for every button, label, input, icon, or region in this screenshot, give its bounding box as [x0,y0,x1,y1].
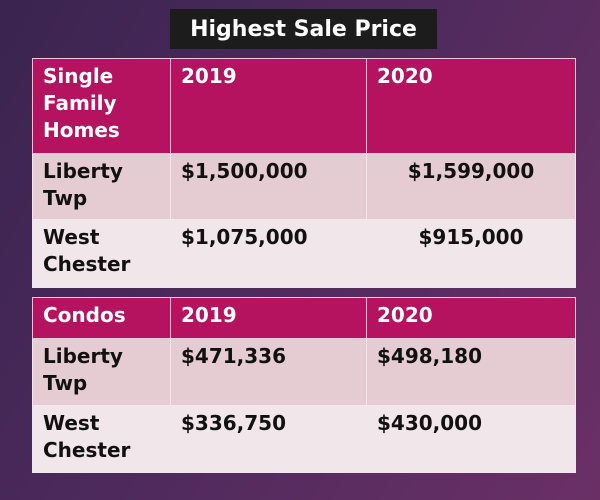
page-title: Highest Sale Price [170,9,437,49]
header-cell: 2019 [170,297,367,339]
area-cell: West Chester [32,219,171,288]
value-cell: $1,599,000 [366,153,576,220]
area-cell: Liberty Twp [32,153,171,220]
table-header-row: Condos 2019 2020 [32,297,576,339]
header-cell: Single Family Homes [32,58,171,154]
value-cell: $915,000 [366,219,576,288]
header-cell: Condos [32,297,171,339]
value-cell: $471,336 [170,338,367,406]
table-row: West Chester $336,750 $430,000 [32,405,576,473]
value-cell: $1,500,000 [170,153,367,220]
area-cell: Liberty Twp [32,338,171,406]
header-cell: 2020 [366,297,576,339]
table-row: Liberty Twp $471,336 $498,180 [32,338,576,406]
table-header-row: Single Family Homes 2019 2020 [32,58,576,154]
condos-table: Condos 2019 2020 Liberty Twp $471,336 $4… [32,297,576,473]
value-cell: $336,750 [170,405,367,473]
value-cell: $1,075,000 [170,219,367,288]
value-cell: $498,180 [366,338,576,406]
single-family-table: Single Family Homes 2019 2020 Liberty Tw… [32,58,576,288]
header-cell: 2019 [170,58,367,154]
header-cell: 2020 [366,58,576,154]
area-cell: West Chester [32,405,171,473]
table-row: West Chester $1,075,000 $915,000 [32,219,576,288]
value-cell: $430,000 [366,405,576,473]
table-row: Liberty Twp $1,500,000 $1,599,000 [32,153,576,220]
